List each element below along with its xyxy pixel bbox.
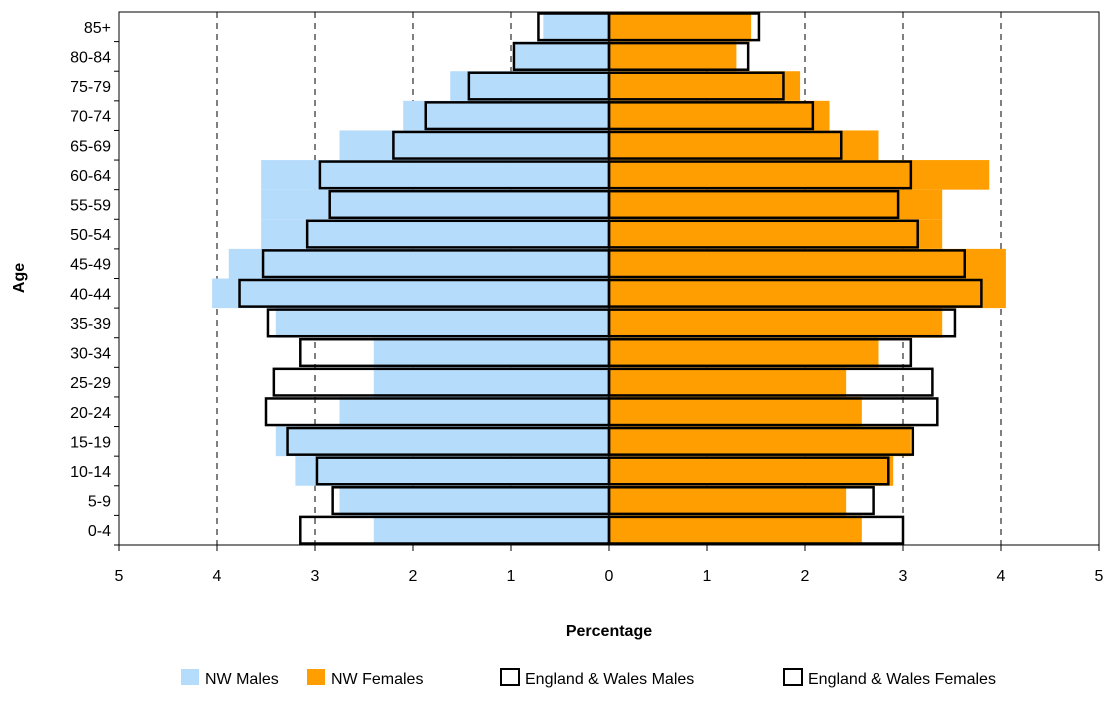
legend-swatch	[500, 668, 520, 686]
bar-nw-males	[450, 71, 609, 101]
bar-nw-females	[609, 515, 862, 545]
bar-nw-males	[228, 248, 609, 279]
y-tick-label: 85+	[84, 20, 111, 37]
bar-nw-females	[609, 41, 737, 72]
y-tick-label: 60-64	[70, 168, 111, 185]
legend-entry: England & Wales Males	[500, 668, 694, 688]
legend-swatch	[783, 668, 803, 686]
bar-nw-females	[609, 248, 1006, 279]
bar-nw-males	[275, 308, 609, 338]
bar-nw-females	[609, 100, 830, 131]
bar-nw-females	[609, 130, 879, 161]
bar-nw-females	[609, 485, 847, 516]
legend-label: England & Wales Females	[808, 671, 996, 688]
bar-nw-males	[275, 426, 609, 457]
y-tick-label: 30-34	[70, 346, 111, 363]
y-tick-label: 5-9	[88, 494, 111, 511]
bar-nw-males	[339, 396, 609, 427]
bar-nw-males	[212, 278, 609, 309]
x-tick-label: 4	[213, 568, 222, 585]
y-tick-label: 80-84	[70, 49, 111, 66]
y-tick-label: 45-49	[70, 257, 111, 274]
x-axis-title: Percentage	[566, 623, 652, 640]
bar-nw-females	[609, 189, 943, 220]
outline-bars	[238, 12, 983, 545]
x-tick-label: 3	[899, 568, 908, 585]
bar-nw-males	[339, 485, 609, 516]
bar-nw-males	[339, 130, 609, 161]
legend-entry: NW Males	[181, 669, 279, 688]
y-tick-label: 15-19	[70, 434, 111, 451]
bar-nw-males	[543, 12, 609, 42]
legend-entry: NW Females	[307, 669, 423, 688]
x-tick-label: 5	[115, 568, 124, 585]
y-tick-label: 20-24	[70, 405, 111, 422]
bar-nw-females	[609, 426, 911, 457]
y-tick-label: 70-74	[70, 109, 111, 126]
bar-nw-males	[295, 456, 609, 486]
bar-nw-females	[609, 396, 862, 427]
bar-nw-females	[609, 12, 752, 42]
legend-entry: England & Wales Females	[783, 668, 996, 688]
y-tick-label: 50-54	[70, 227, 111, 244]
x-tick-label: 4	[997, 568, 1006, 585]
legend-swatch	[307, 669, 325, 685]
y-tick-label: 10-14	[70, 464, 111, 481]
x-tick-label: 3	[311, 568, 320, 585]
bar-nw-females	[609, 456, 894, 486]
y-axis-title: Age	[11, 263, 28, 293]
bar-nw-females	[609, 219, 943, 249]
x-tick-label: 2	[409, 568, 418, 585]
legend: NW Males NW Females England & Wales Males E…	[181, 668, 996, 688]
x-tick-label: 1	[507, 568, 516, 585]
bar-nw-males	[261, 160, 609, 190]
x-tick-label: 5	[1095, 568, 1104, 585]
legend-label: England & Wales Males	[525, 671, 694, 688]
x-tick-label: 2	[801, 568, 810, 585]
bar-nw-males	[403, 100, 609, 131]
bar-nw-males	[513, 41, 609, 72]
y-tick-label: 35-39	[70, 316, 111, 333]
bar-nw-females	[609, 337, 879, 368]
x-tick-label: 1	[703, 568, 712, 585]
bar-nw-males	[261, 219, 609, 249]
y-tick-label: 25-29	[70, 375, 111, 392]
legend-swatch	[181, 669, 199, 685]
bar-nw-males	[373, 515, 609, 545]
bar-nw-females	[609, 71, 801, 101]
bar-nw-males	[261, 189, 609, 220]
bar-nw-males	[373, 367, 609, 397]
bar-nw-females	[609, 308, 943, 338]
y-tick-label: 0-4	[88, 523, 111, 540]
filled-bars	[212, 12, 1006, 545]
y-axis-tick-labels: 0-4 5-9 10-14 15-19 20-24 25-29 30-34 35-39 40-4…	[70, 20, 119, 546]
x-tick-label: 0	[605, 568, 614, 585]
y-tick-label: 65-69	[70, 138, 111, 155]
bar-nw-males	[373, 337, 609, 368]
bar-nw-females	[609, 367, 847, 397]
y-tick-label: 75-79	[70, 79, 111, 96]
legend-label: NW Females	[331, 671, 423, 688]
y-tick-label: 55-59	[70, 197, 111, 214]
x-axis-tick-labels: 5 4 3 2 1 0 1 2 3 4 5	[115, 545, 1104, 585]
bar-nw-females	[609, 160, 990, 190]
legend-label: NW Males	[205, 671, 279, 688]
y-tick-label: 40-44	[70, 286, 111, 303]
bar-nw-females	[609, 278, 1006, 309]
